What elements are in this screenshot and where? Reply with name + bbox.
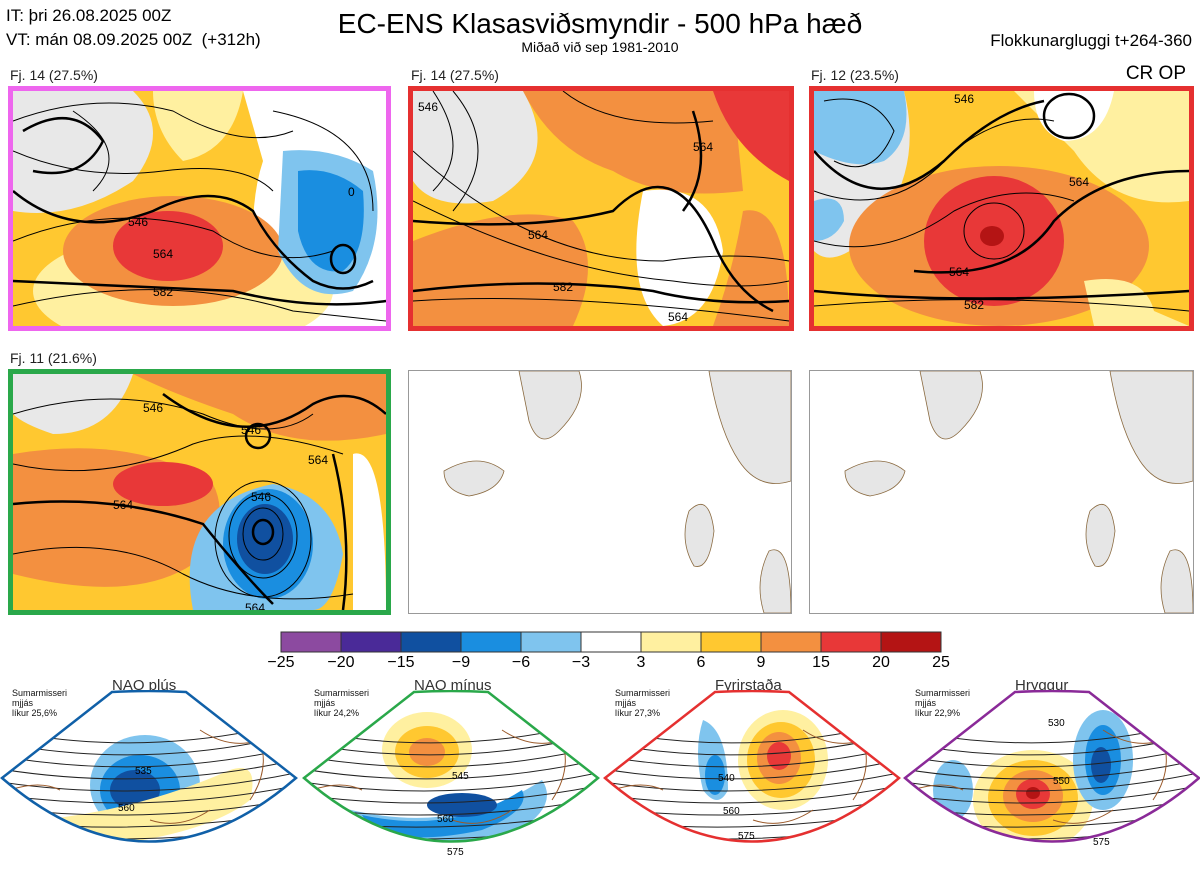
colorbar-tick-label: 20 [872,654,890,671]
contour-label: 564 [693,140,713,154]
colorbar-segment [640,631,702,653]
colorbar-tick-label: 9 [756,654,766,671]
contour-label: 546 [251,490,271,504]
contour-label: 564 [113,498,133,512]
issue-time: IT: þri 26.08.2025 00Z [6,6,172,25]
colorbar-segment [460,631,522,653]
contour-label: 546 [143,401,163,415]
colorbar-segment [820,631,882,653]
regime-fan-map [0,689,300,876]
regime-contour-label: 560 [118,803,135,814]
contour-label: 546 [241,423,261,437]
regime-contour-label: 575 [738,831,755,842]
header-times: IT: þri 26.08.2025 00Z VT: mán 08.09.202… [6,4,261,52]
contour-label: 546 [128,215,148,229]
colorbar-segment [280,631,342,653]
contour-label: 564 [668,310,688,324]
regime-contour-label: 560 [437,814,454,825]
colorbar-tick-label: 15 [812,654,830,671]
colorbar-tick-label: 3 [636,654,646,671]
page-subtitle: Miðað við sep 1981-2010 [521,39,679,55]
regime-contour-label: 550 [1053,776,1070,787]
cluster-map-3: 546 564 564 582 [809,86,1194,331]
colorbar-tick-label: −20 [327,654,355,671]
contour-label: 564 [949,265,969,279]
cluster-map-1: 564 582 546 0 [8,86,391,331]
contour-label: 564 [528,228,548,242]
colorbar-tick-label: −25 [267,654,295,671]
empty-map-5 [408,370,792,614]
regime-info: Sumarmisseri mjjás líkur 27,3% [615,688,671,718]
contour-label: 564 [153,247,173,261]
colorbar [280,631,942,653]
regime-title: NAO plús [112,677,177,694]
regime-contour-label: 545 [452,771,469,782]
cluster-map-2: 564 582 564 564 546 [408,86,794,331]
colorbar-segment [340,631,402,653]
contour-label: 564 [245,601,265,610]
regime-contour-label: 530 [1048,718,1065,729]
contour-label: 582 [964,298,984,312]
regime-contour-label: 535 [135,766,152,777]
contour-label: 546 [418,100,438,114]
colorbar-segment [580,631,642,653]
colorbar-segment [520,631,582,653]
panel-label-2: Fj. 14 (27.5%) [411,67,499,83]
colorbar-tick-label: 25 [932,654,950,671]
panel-label-1: Fj. 14 (27.5%) [10,67,98,83]
regime-info: Sumarmisseri mjjás líkur 24,2% [314,688,370,718]
crop-label: CR OP [1125,63,1186,84]
valid-time: VT: mán 08.09.2025 00Z (+312h) [6,30,261,49]
regime-contour-label: 575 [1093,837,1110,848]
colorbar-tick-label: −9 [451,654,471,671]
colorbar-segment [880,631,942,653]
cluster-map-4: 546 546 564 546 564 564 [8,369,391,615]
contour-label: 564 [308,453,328,467]
colorbar-segment [400,631,462,653]
contour-label: 582 [553,280,573,294]
regime-info: Sumarmisseri mjjás líkur 22,9% [915,688,971,718]
regime-title: Hryggur [1015,677,1069,694]
regime-fan-map [302,689,602,876]
colorbar-tick-label: 6 [696,654,706,671]
regime-title: Fyrirstaða [715,677,782,694]
regime-contour-label: 540 [718,773,735,784]
colorbar-segment [700,631,762,653]
contour-label: 0 [348,185,355,199]
regime-title: NAO mínus [414,677,492,694]
regime-contour-label: 560 [723,806,740,817]
contour-label: 564 [1069,175,1089,189]
regime-contour-label: 575 [447,847,464,858]
colorbar-segment [760,631,822,653]
contour-label: 582 [153,285,173,299]
empty-map-6 [809,370,1194,614]
regime-info: Sumarmisseri mjjás líkur 25,6% [12,688,68,718]
panel-label-3: Fj. 12 (23.5%) [811,67,899,83]
colorbar-tick-label: −3 [571,654,591,671]
colorbar-tick-label: −6 [511,654,531,671]
page-title: EC-ENS Klasasviðsmyndir - 500 hPa hæð [337,8,863,39]
panel-label-4: Fj. 11 (21.6%) [10,350,97,366]
colorbar-tick-label: −15 [387,654,415,671]
regime-fan-map [903,689,1200,876]
regime-fan-map [603,689,903,876]
contour-label: 546 [954,92,974,106]
classification-window: Flokkunargluggi t+264-360 [990,31,1192,50]
